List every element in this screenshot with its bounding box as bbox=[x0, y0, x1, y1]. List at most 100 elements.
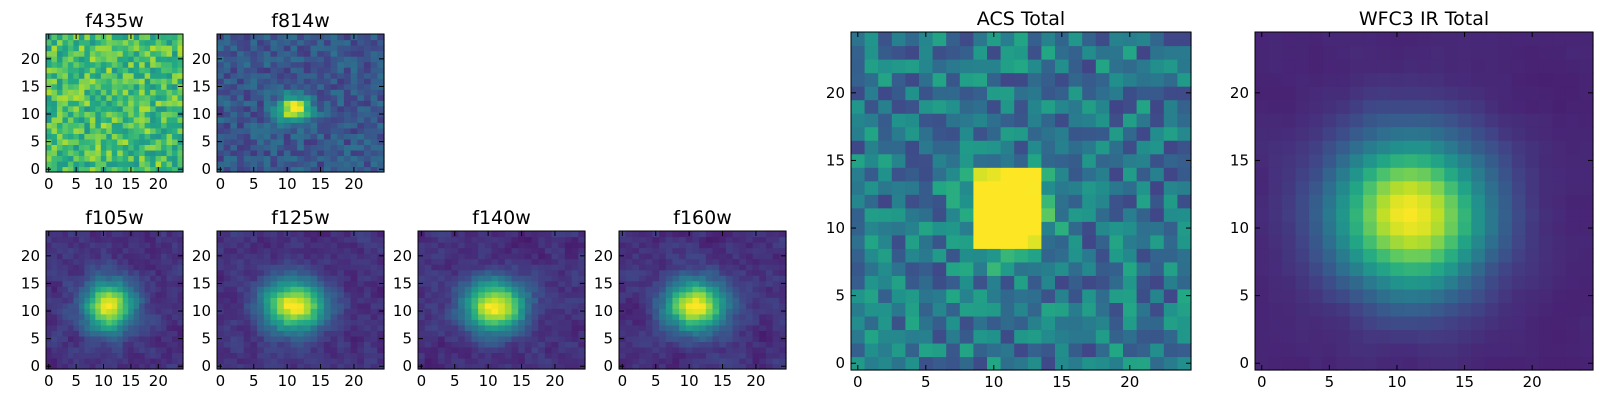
heatmap-cell bbox=[625, 341, 633, 348]
heatmap-cell bbox=[270, 253, 278, 260]
heatmap-cell bbox=[699, 297, 707, 304]
heatmap-cell bbox=[150, 363, 157, 370]
heatmap-cell bbox=[139, 133, 146, 140]
heatmap-cell bbox=[864, 167, 879, 182]
heatmap-cell bbox=[177, 330, 184, 337]
heatmap-cell bbox=[343, 67, 352, 74]
heatmap-cell bbox=[418, 236, 426, 243]
heatmap-cell bbox=[330, 297, 338, 304]
heatmap-cell bbox=[323, 253, 332, 260]
heatmap-cell bbox=[155, 324, 162, 331]
heatmap-cell bbox=[310, 313, 318, 320]
heatmap-cell bbox=[732, 291, 740, 298]
heatmap-cell bbox=[1349, 180, 1364, 195]
heatmap-cell bbox=[739, 231, 747, 238]
heatmap-cell bbox=[139, 166, 146, 173]
heatmap-cell bbox=[343, 83, 352, 90]
heatmap-cell bbox=[745, 275, 754, 282]
heatmap-cell bbox=[732, 253, 740, 260]
heatmap-cell bbox=[1041, 221, 1056, 236]
heatmap-cell bbox=[330, 242, 338, 249]
heatmap-cell bbox=[67, 341, 74, 348]
heatmap-cell bbox=[95, 302, 102, 309]
heatmap-cell bbox=[95, 72, 102, 79]
heatmap-cell bbox=[150, 78, 157, 85]
heatmap-cell bbox=[263, 89, 272, 96]
heatmap-cell bbox=[56, 313, 64, 320]
heatmap-cell bbox=[317, 50, 325, 57]
heatmap-cell bbox=[1349, 315, 1364, 331]
heatmap-cell bbox=[310, 247, 318, 254]
heatmap-cell bbox=[144, 264, 151, 271]
heatmap-cell bbox=[370, 34, 378, 41]
heatmap-cell bbox=[551, 324, 559, 331]
heatmap-cell bbox=[117, 313, 124, 320]
heatmap-cell bbox=[444, 324, 452, 331]
heatmap-cell bbox=[237, 83, 245, 90]
heatmap-cell bbox=[1136, 72, 1151, 87]
heatmap-cell bbox=[111, 286, 118, 293]
heatmap-cell bbox=[243, 253, 251, 260]
heatmap-cell bbox=[919, 302, 934, 317]
heatmap-cell bbox=[297, 155, 305, 162]
heatmap-cell bbox=[1417, 342, 1432, 358]
heatmap-cell bbox=[150, 56, 157, 63]
heatmap-cell bbox=[277, 39, 285, 46]
heatmap-cell bbox=[243, 242, 251, 249]
heatmap-cell bbox=[317, 127, 325, 134]
heatmap-cell bbox=[705, 231, 714, 238]
heatmap-cell bbox=[1041, 288, 1056, 303]
heatmap-cell bbox=[230, 155, 238, 162]
heatmap-cell bbox=[905, 99, 920, 114]
heatmap-cell bbox=[111, 138, 118, 145]
heatmap-cell bbox=[106, 78, 113, 85]
heatmap-cell bbox=[100, 335, 107, 342]
heatmap-cell bbox=[518, 308, 526, 315]
heatmap-cell bbox=[1390, 261, 1405, 276]
heatmap-cell bbox=[277, 89, 285, 96]
heatmap-cell bbox=[564, 253, 573, 260]
heatmap-cell bbox=[919, 234, 934, 249]
heatmap-cell bbox=[1055, 356, 1070, 371]
heatmap-cell bbox=[297, 231, 305, 238]
heatmap-cell bbox=[73, 324, 80, 331]
heatmap-cell bbox=[350, 116, 358, 123]
heatmap-cell bbox=[223, 94, 231, 101]
heatmap-cell bbox=[759, 346, 767, 354]
heatmap-cell bbox=[919, 221, 934, 236]
heatmap-cell bbox=[144, 160, 151, 168]
heatmap-cell bbox=[946, 126, 961, 141]
heatmap-cell bbox=[478, 236, 486, 243]
heatmap-cell bbox=[564, 363, 573, 370]
heatmap-cell bbox=[431, 302, 439, 309]
heatmap-cell bbox=[144, 83, 151, 90]
heatmap-cell bbox=[217, 149, 225, 157]
heatmap-cell bbox=[1150, 194, 1165, 209]
heatmap-cell bbox=[905, 140, 920, 155]
heatmap-cell bbox=[100, 247, 107, 254]
heatmap-cell bbox=[625, 302, 633, 309]
heatmap-cell bbox=[89, 127, 96, 134]
heatmap-cell bbox=[223, 144, 231, 151]
heatmap-cell bbox=[95, 39, 102, 46]
heatmap-cell bbox=[685, 269, 694, 276]
heatmap-cell bbox=[672, 319, 680, 326]
heatmap-cell bbox=[1041, 140, 1056, 155]
heatmap-cell bbox=[117, 56, 124, 63]
heatmap-cell bbox=[237, 166, 245, 173]
heatmap-cell bbox=[1484, 315, 1499, 331]
heatmap-cell bbox=[56, 61, 64, 68]
heatmap-cell bbox=[84, 280, 91, 287]
panel-title: f435w bbox=[85, 10, 144, 32]
heatmap-cell bbox=[659, 335, 667, 342]
heatmap-cell bbox=[511, 319, 519, 326]
heatmap-cell bbox=[250, 269, 258, 276]
heatmap-cell bbox=[343, 122, 352, 129]
heatmap-cell bbox=[484, 269, 493, 276]
heatmap-cell bbox=[257, 247, 265, 254]
heatmap-cell bbox=[73, 78, 80, 85]
heatmap-cell bbox=[117, 116, 124, 123]
heatmap-cell bbox=[544, 341, 553, 348]
heatmap-cell bbox=[1444, 248, 1459, 263]
heatmap-cell bbox=[161, 160, 168, 168]
